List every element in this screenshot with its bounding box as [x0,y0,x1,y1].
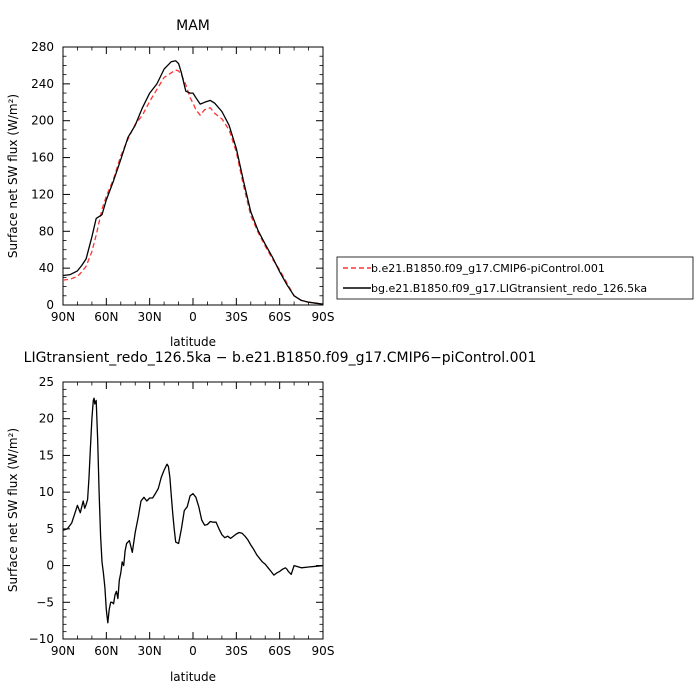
top-series-line-dashed [62,69,324,305]
top-panel: MAM 0 40 80 120 160 200 240 280 90N 60N 30N 0 30S 60… [6,18,334,349]
y-tick-label: 20 [39,412,54,426]
y-tick-label: 160 [31,151,54,165]
y-tick-label: 5 [46,522,54,536]
bottom-plot-frame [62,381,324,640]
x-tick-label: 60S [268,310,291,324]
legend-label-solid: bg.e21.B1850.f09_g17.LIGtransient_redo_1… [371,282,647,295]
top-y-tick-labels: 0 40 80 120 160 200 240 280 [31,40,54,312]
y-tick-label: 280 [31,40,54,54]
y-tick-label: −10 [29,632,54,646]
x-tick-label: 0 [189,644,197,658]
legend: b.e21.B1850.f09_g17.CMIP6-piControl.001 … [336,256,694,300]
top-chart-title: MAM [176,18,210,34]
bottom-chart-title: LIGtransient_redo_126.5ka − b.e21.B1850.… [24,350,537,366]
y-tick-label: 15 [39,448,54,462]
x-tick-label: 90N [51,310,75,324]
x-tick-label: 60N [94,644,118,658]
y-tick-label: 0 [46,559,54,573]
legend-box [336,256,694,300]
bottom-ticks [62,381,324,640]
y-tick-label: 10 [39,485,54,499]
top-x-axis-label: latitude [170,335,216,349]
top-series-group [62,60,324,305]
x-tick-label: 30S [225,310,248,324]
top-x-tick-labels: 90N 60N 30N 0 30S 60S 90S [51,310,335,324]
y-tick-label: 240 [31,77,54,91]
x-tick-label: 90N [51,644,75,658]
y-tick-label: 0 [46,298,54,312]
top-plot-area [62,46,324,306]
bot-series-line-solid [62,397,324,624]
y-tick-label: 40 [39,261,54,275]
bottom-x-tick-labels: 90N 60N 30N 0 30S 60S 90S [51,644,335,658]
y-tick-label: 120 [31,187,54,201]
y-tick-label: 200 [31,114,54,128]
x-tick-label: 60S [268,644,291,658]
y-tick-label: 80 [39,224,54,238]
legend-label-dashed: b.e21.B1850.f09_g17.CMIP6-piControl.001 [371,262,605,275]
x-tick-label: 30N [138,644,162,658]
bottom-y-tick-labels: −10 −5 0 5 10 15 20 25 [29,375,54,646]
top-y-axis-label: Surface net SW flux (W/m²) [6,94,20,258]
top-plot-frame [62,46,324,306]
x-tick-label: 30N [138,310,162,324]
top-series-line-solid [62,60,324,305]
x-tick-label: 90S [312,310,335,324]
top-ticks [62,46,324,306]
y-tick-label: 25 [39,375,54,389]
x-tick-label: 90S [312,644,335,658]
x-tick-label: 60N [94,310,118,324]
bottom-y-axis-label: Surface net SW flux (W/m²) [6,428,20,592]
bottom-panel: LIGtransient_redo_126.5ka − b.e21.B1850.… [6,350,536,684]
x-tick-label: 0 [189,310,197,324]
x-tick-label: 30S [225,644,248,658]
bottom-plot-area [62,381,324,640]
bottom-x-axis-label: latitude [170,670,216,684]
bottom-series-group [62,397,324,624]
y-tick-label: −5 [36,595,54,609]
